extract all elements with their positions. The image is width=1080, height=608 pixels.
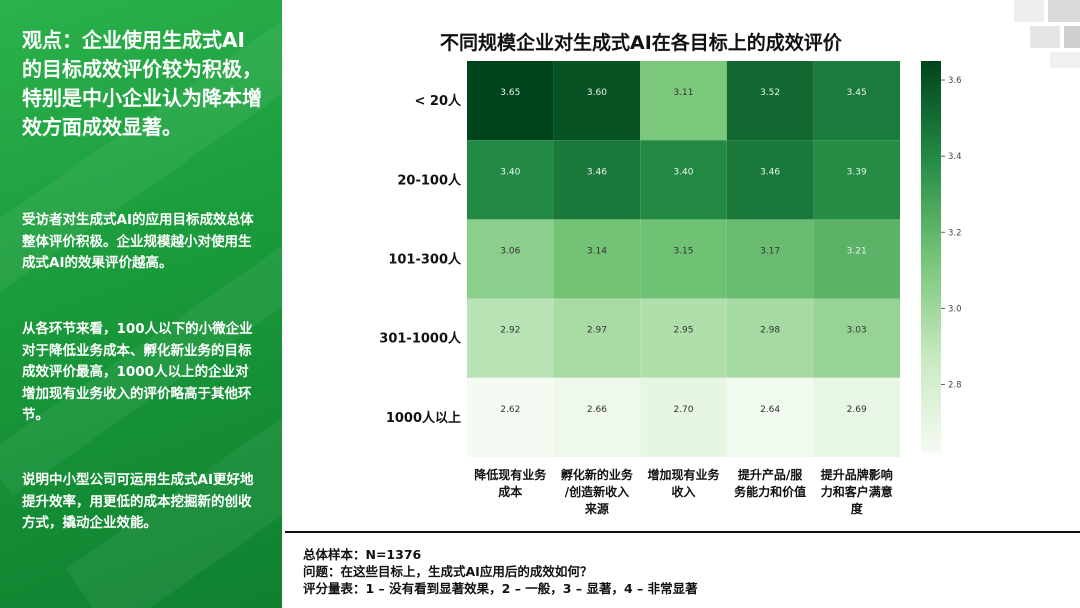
heatmap-cell <box>726 298 814 378</box>
heatmap-cell <box>640 61 727 141</box>
heatmap-value-label: 2.66 <box>587 405 607 415</box>
heatmap-value-label: 3.40 <box>673 167 693 177</box>
heatmap-cell <box>553 61 641 141</box>
chart-title: 不同规模企业对生成式AI在各目标上的成效评价 <box>440 32 842 54</box>
heatmap-cell <box>813 377 900 457</box>
heatmap-row-label: 20-100人 <box>397 172 462 188</box>
heatmap-value-label: 3.52 <box>760 88 780 98</box>
colorbar-tick-label: 3.0 <box>948 304 962 314</box>
heatmap-value-label: 2.70 <box>673 405 693 415</box>
heatmap-value-label: 2.64 <box>760 405 780 415</box>
heatmap-cell <box>813 298 900 378</box>
heatmap-value-label: 2.98 <box>760 326 780 336</box>
heatmap-column-label: 收入 <box>671 484 695 499</box>
colorbar <box>921 61 941 453</box>
heatmap-cell <box>640 219 727 299</box>
heatmap-cell <box>467 61 554 141</box>
heatmap-cell <box>640 140 727 220</box>
heatmap-value-label: 3.03 <box>847 326 867 336</box>
heatmap-cell <box>467 377 554 457</box>
heatmap-column-label: 务能力和价值 <box>734 484 806 499</box>
heatmap-column-label: 提升品牌影响 <box>821 467 893 482</box>
panel-paragraph-1: 受访者对生成式AI的应用目标成效总体整体评价积极。企业规模越小对使用生成式AI的… <box>22 212 254 271</box>
heatmap-cell <box>813 140 900 220</box>
bottom-divider <box>285 531 1080 533</box>
heatmap-row-label: 1000人以上 <box>386 410 461 426</box>
heatmap-cell <box>467 219 554 299</box>
heatmap-value-label: 3.17 <box>760 247 780 257</box>
heatmap-cell <box>726 377 814 457</box>
heatmap-column-label: 成本 <box>498 484 522 499</box>
heatmap-value-label: 3.14 <box>587 247 607 257</box>
heatmap-cell <box>467 298 554 378</box>
heatmap-value-label: 3.11 <box>673 88 693 98</box>
heatmap-cell <box>726 219 814 299</box>
heatmap-cell <box>813 61 900 141</box>
heatmap-value-label: 2.97 <box>587 326 607 336</box>
heatmap-cell <box>553 298 641 378</box>
heatmap-row-label: 101-300人 <box>388 252 462 268</box>
heatmap-column-label: 增加现有业务 <box>647 467 720 482</box>
heatmap-column-label: 来源 <box>584 501 609 516</box>
heatmap-column-label: 孵化新的业务 <box>561 467 634 482</box>
heatmap-column-label: /创造新收入 <box>565 484 629 499</box>
heatmap-column-label: 力和客户满意 <box>821 484 893 499</box>
colorbar-tick-label: 3.4 <box>948 152 962 162</box>
heatmap-value-label: 3.65 <box>500 88 520 98</box>
heatmap-value-label: 3.40 <box>500 167 520 177</box>
heatmap-value-label: 3.45 <box>847 88 867 98</box>
heatmap-cell <box>813 219 900 299</box>
heatmap-value-label: 3.60 <box>587 88 607 98</box>
colorbar-tick-label: 3.2 <box>948 228 962 238</box>
notes-block: 总体样本：N=1376 问题：在这些目标上，生成式AI应用后的成效如何？ 评分量… <box>303 546 698 597</box>
heatmap-value-label: 3.39 <box>847 167 867 177</box>
colorbar-tick-label: 2.8 <box>948 380 962 390</box>
heatmap-value-label: 3.06 <box>500 247 520 257</box>
heatmap-value-label: 3.15 <box>673 247 693 257</box>
question-note: 问题：在这些目标上，生成式AI应用后的成效如何？ <box>303 564 593 579</box>
heatmap-cell <box>553 219 641 299</box>
panel-heading: 观点：企业使用生成式AI的目标成效评价较为积极，特别是中小企业认为降本增效方面成… <box>22 28 262 139</box>
sample-size-note: 总体样本：N=1376 <box>303 547 422 562</box>
heatmap-value-label: 3.21 <box>847 247 867 257</box>
heatmap-value-label: 2.95 <box>673 326 693 336</box>
heatmap-cell <box>640 298 727 378</box>
heatmap-value-label: 2.69 <box>847 405 867 415</box>
heatmap-cell <box>726 140 814 220</box>
heatmap-cell <box>553 377 641 457</box>
heatmap-column-label: 度 <box>851 501 864 516</box>
heatmap-row-label: 301-1000人 <box>379 331 462 347</box>
heatmap-value-label: 3.46 <box>760 167 780 177</box>
colorbar-tick-label: 3.6 <box>948 76 962 86</box>
heatmap-cell <box>467 140 554 220</box>
heatmap-value-label: 2.62 <box>500 405 520 415</box>
left-panel: 观点：企业使用生成式AI的目标成效评价较为积极，特别是中小企业认为降本增效方面成… <box>0 0 282 608</box>
heatmap-cell <box>726 61 814 141</box>
heatmap-column-label: 提升产品/服 <box>738 467 803 482</box>
heatmap-value-label: 2.92 <box>500 326 520 336</box>
heatmap-column-label: 降低现有业务 <box>474 467 547 482</box>
panel-paragraph-3: 说明中小型公司可运用生成式AI更好地提升效率，用更低的成本挖掘新的创收方式，撬动… <box>22 472 254 531</box>
heatmap-cell <box>553 140 641 220</box>
scale-note: 评分量表：1 – 没有看到显著效果，2 – 一般，3 – 显著，4 – 非常显著 <box>303 581 698 596</box>
heatmap-cell <box>640 377 727 457</box>
heatmap-row-label: < 20人 <box>414 93 462 109</box>
panel-paragraph-2: 从各环节来看，100人以下的小微企业对于降低业务成本、孵化新业务的目标成效评价最… <box>22 321 253 423</box>
heatmap-value-label: 3.46 <box>587 167 607 177</box>
corner-decoration-icon <box>1014 0 1080 68</box>
